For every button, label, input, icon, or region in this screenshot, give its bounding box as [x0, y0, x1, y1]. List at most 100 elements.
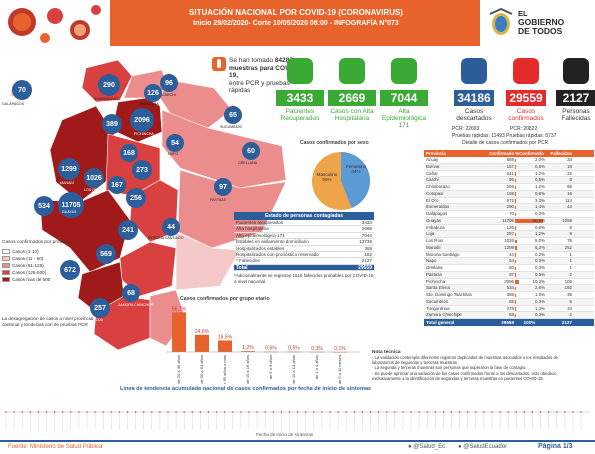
total-pct: 100% [523, 320, 536, 325]
table-row: Pastaza 97 0,5% 2 [424, 271, 594, 279]
trend-point [580, 411, 582, 413]
technical-notes: Nota técnica - La validación contempla d… [372, 350, 592, 381]
bubble-galapagos[interactable]: 70 [12, 80, 32, 100]
bubble-napo[interactable]: 54 [166, 134, 184, 152]
indicator-label: Casos con Alta Hospitalaria [330, 108, 374, 122]
bubble-pichincha[interactable]: 2096 [130, 108, 154, 132]
trend-point [191, 411, 193, 413]
cell-pct: 3,3% [514, 198, 546, 204]
bubble-canar[interactable]: 241 [118, 220, 138, 240]
bubble-zamora[interactable]: 68 [122, 284, 140, 302]
footer-social-1[interactable]: ● @Salud_Ec [408, 444, 445, 450]
legend-title: Casos confirmados por provincia [2, 240, 72, 245]
bubble-sucumbios[interactable]: 65 [224, 106, 242, 124]
bubble-azuay[interactable]: 569 [96, 244, 116, 264]
legend-item: Casos (1-10) [2, 248, 72, 255]
bubble-orellana[interactable]: 60 [242, 142, 260, 160]
trend-point [296, 411, 299, 413]
cell-name: Imbabura [426, 224, 445, 230]
trend-point [21, 411, 23, 413]
table-row: Chimborazo 256 1,2% 66 [424, 184, 594, 191]
trend-point [256, 411, 258, 413]
pct-text: 0,3% [534, 298, 545, 304]
age-bar-category: de 5 a 9 años [268, 355, 273, 379]
tests-line3: entre PCR y pruebas [229, 79, 290, 87]
label-imbabura: IMBABURA [140, 102, 159, 106]
trend-point [361, 411, 364, 413]
state-row-label: * Fallecidos [236, 258, 260, 264]
cell-pct: 56,8% [514, 218, 546, 224]
note-line: - La segunda y terceras muestras son per… [372, 365, 527, 371]
trend-point [531, 411, 534, 413]
bubble-chimborazo[interactable]: 256 [126, 188, 146, 208]
bubble-pastaza[interactable]: 97 [214, 178, 232, 196]
header-banner [110, 0, 480, 46]
total-name: Total general [426, 320, 455, 325]
cell-fall: 8 [569, 231, 572, 237]
bubble-los-rios[interactable]: 1026 [84, 168, 104, 188]
total-conf: 29559 [501, 320, 514, 325]
cell-fall: 1 [569, 258, 572, 264]
state-table-total: Total 29559 [234, 264, 374, 272]
bubble-esmeraldas[interactable]: 290 [98, 74, 120, 96]
label-el-oro: EL ORO [64, 280, 78, 284]
age-bar-category: de 1 a 4 años [314, 355, 319, 379]
pct-text: 0,6% [534, 224, 545, 230]
bubble-cotopaxi[interactable]: 168 [120, 144, 138, 162]
legend-swatch [2, 270, 10, 276]
cell-conf: 1026 [504, 238, 514, 243]
bubble-el-oro[interactable]: 672 [60, 260, 80, 280]
table-row: Bolívar 167 0,6% 18 [424, 163, 594, 171]
bubble-guayas[interactable]: 11705 [58, 192, 84, 218]
legend-swatch [2, 249, 10, 255]
bubble-morona[interactable]: 44 [162, 218, 180, 236]
cell-fall: 66 [567, 184, 572, 189]
label-manabi: MANABÍ [60, 181, 74, 185]
gov-text-1: EL [518, 9, 528, 18]
cell-pct: 0,3% [514, 265, 546, 271]
trend-point [264, 411, 266, 413]
tests-line4: rápidas [229, 87, 251, 94]
cell-name: Zamora Chinchipe [426, 312, 462, 318]
cell-pct: 2,0% [514, 157, 546, 163]
femenino-label: Femenino 44% [344, 164, 368, 174]
twitter-icon: ● [408, 444, 412, 450]
table-row: Santa Elena 534 2,6% 192 [424, 285, 594, 292]
pct-text: 0,5% [534, 177, 545, 183]
bubble-santa-elena[interactable]: 534 [34, 196, 54, 216]
bubble-loja[interactable]: 257 [90, 298, 110, 318]
bubble-tungurahua[interactable]: 273 [132, 160, 152, 180]
trend-point [491, 411, 493, 413]
bubble-imbabura[interactable]: 126 [144, 84, 162, 102]
cell-pct: 0,5% [514, 177, 546, 183]
trend-point [45, 411, 48, 413]
trend-point [86, 411, 88, 413]
virus-illustration-icon [8, 5, 101, 43]
trend-point [13, 411, 15, 413]
state-row-value: 3433 [361, 220, 372, 225]
cell-name: Esmeraldas [426, 204, 450, 210]
masculino-text: Masculino [316, 172, 338, 177]
footer-social-2[interactable]: ● @SaludEcuador [458, 444, 507, 450]
trend-point [126, 411, 129, 413]
indicator-label: Casos confirmados [508, 108, 544, 122]
cell-fall: 24 [567, 157, 572, 162]
bubble-sto-domingo[interactable]: 389 [102, 114, 122, 134]
bubble-carchi[interactable]: 96 [160, 74, 178, 92]
trend-point [280, 411, 283, 413]
pct-text: 56,8% [532, 217, 545, 223]
age-bar [218, 340, 232, 352]
bubble-manabi[interactable]: 1299 [58, 158, 80, 180]
pct-bar [515, 185, 516, 190]
cell-pct: 0,8% [514, 191, 546, 197]
bubble-bolivar[interactable]: 167 [108, 176, 126, 194]
table-row: Carchi 96 0,5% 8 [424, 177, 594, 184]
cell-name: Chimborazo [426, 184, 450, 189]
age-chart-title: Casos confirmados por grupo etario [180, 296, 270, 302]
legend-swatch [2, 256, 10, 262]
tests-count: 84287 [274, 57, 293, 64]
cell-pct: 1,4% [514, 204, 546, 210]
legend-label: Casos (126-500) [12, 270, 47, 275]
trend-point [499, 411, 501, 413]
cell-conf: 97 [509, 271, 514, 277]
